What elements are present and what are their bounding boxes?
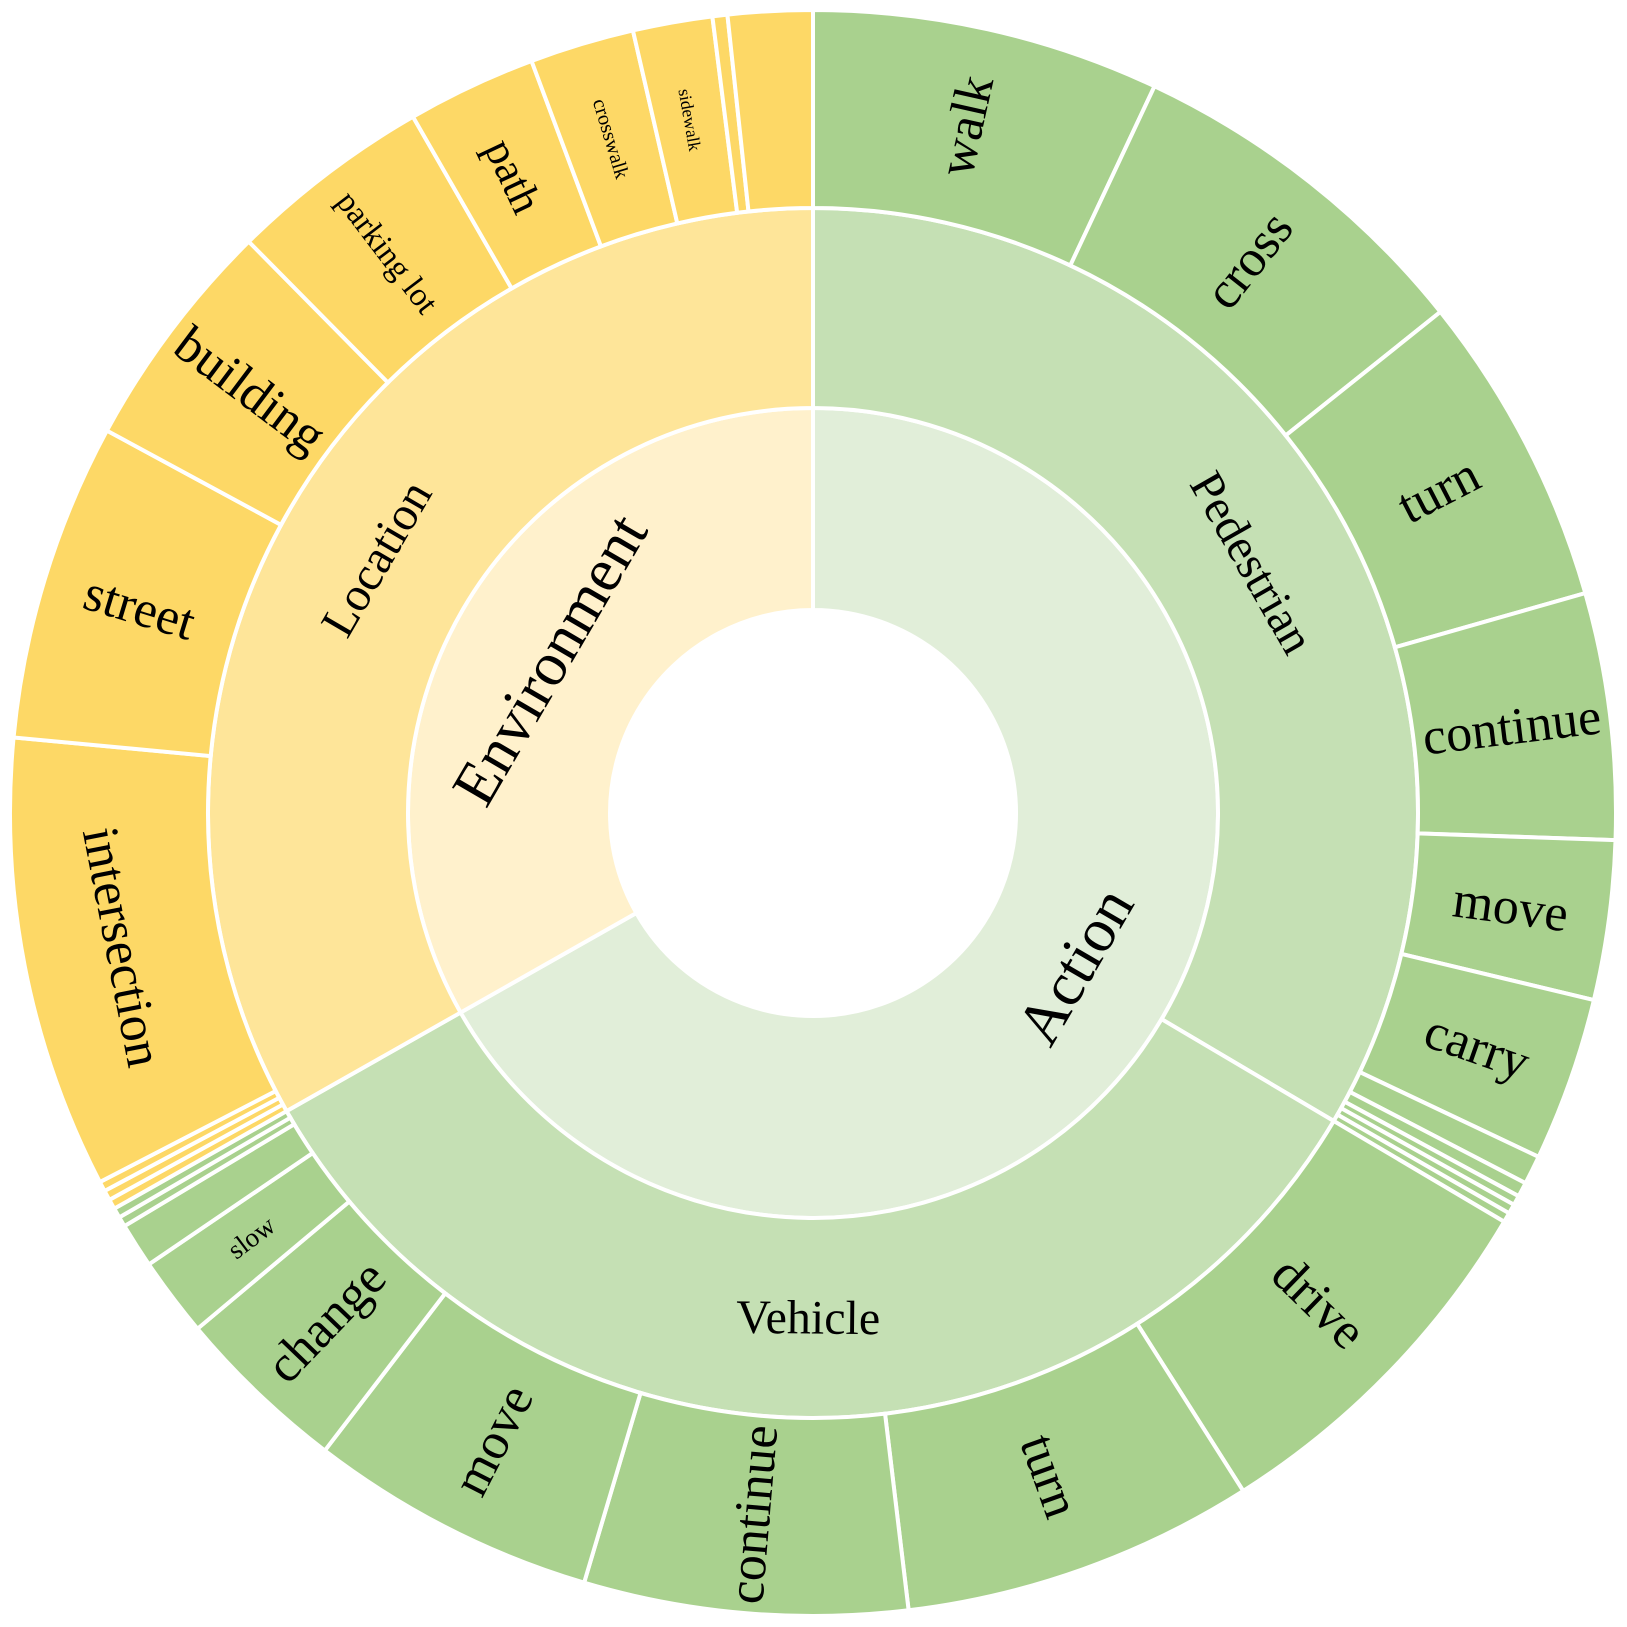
- sunburst-slices: [8, 7, 1618, 1618]
- slice-environment-location-minor-11: [725, 7, 815, 214]
- label-action-vehicle: Vehicle: [736, 1291, 880, 1345]
